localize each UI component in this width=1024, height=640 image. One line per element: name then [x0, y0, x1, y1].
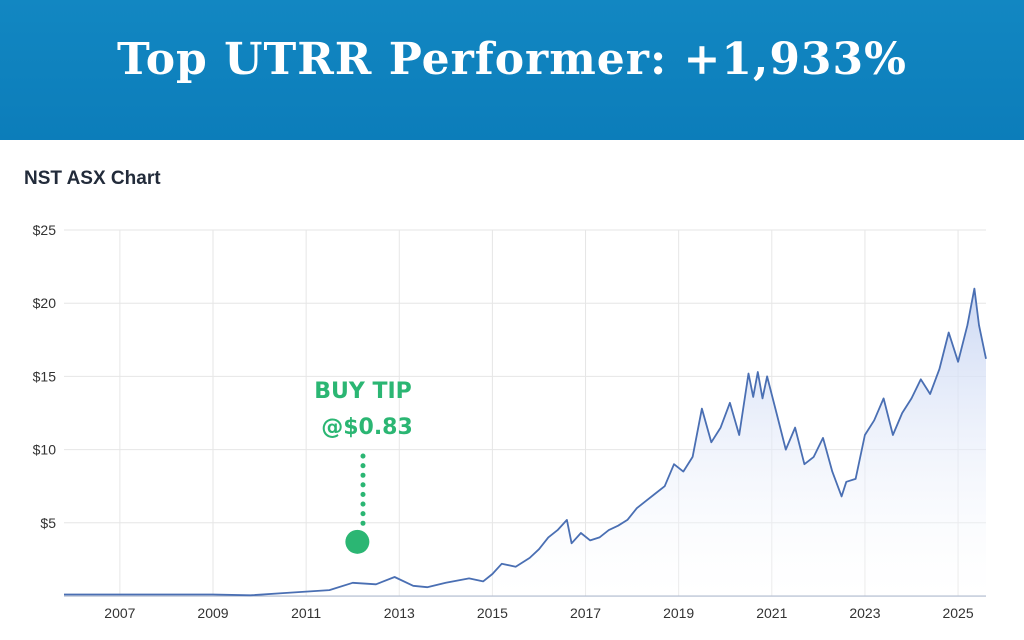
price-line [64, 287, 987, 597]
buy-tip-annotation: BUY TIP @$0.83 [314, 379, 413, 554]
x-tick-label: 2017 [570, 605, 601, 621]
x-tick-label: 2015 [477, 605, 508, 621]
y-tick-label: $5 [40, 515, 56, 531]
buy-tip-marker [345, 529, 370, 554]
y-tick-label: $10 [33, 442, 57, 458]
x-tick-label: 2019 [663, 605, 694, 621]
x-tick-label: 2025 [942, 605, 973, 621]
x-axis: 2007 2009 2011 2013 2015 2017 2019 2021 2023 2025 [104, 605, 974, 621]
banner-title: Top UTRR Performer: +1,933% [117, 34, 907, 85]
x-tick-label: 2011 [291, 605, 321, 621]
x-tick-label: 2009 [197, 605, 228, 621]
price-area [64, 288, 986, 596]
chart-title: NST ASX Chart [24, 168, 161, 189]
x-tick-label: 2013 [384, 605, 415, 621]
buy-tip-label: BUY TIP [314, 379, 412, 404]
header-banner: Top UTRR Performer: +1,933% [0, 0, 1024, 140]
y-tick-label: $25 [33, 222, 57, 238]
buy-tip-price: @$0.83 [321, 415, 413, 440]
y-axis: $5 $10 $15 $20 $25 [33, 222, 57, 531]
x-tick-label: 2023 [849, 605, 880, 621]
x-tick-label: 2021 [756, 605, 787, 621]
y-tick-label: $20 [33, 295, 57, 311]
y-tick-label: $15 [33, 368, 57, 384]
x-tick-label: 2007 [104, 605, 135, 621]
